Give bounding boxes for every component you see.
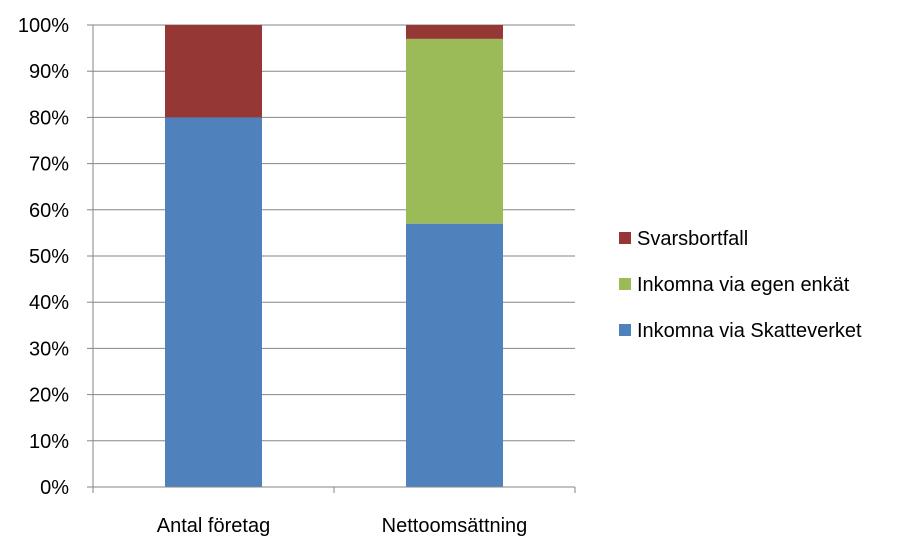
- y-tick-label: 0%: [40, 477, 69, 499]
- y-tick-label: 100%: [18, 15, 69, 37]
- y-tick-label: 80%: [29, 107, 69, 129]
- y-tick-label: 30%: [29, 338, 69, 360]
- legend-label: Inkomna via Skatteverket: [637, 320, 862, 342]
- bar-segment: [406, 38, 503, 224]
- y-tick-label: 60%: [29, 200, 69, 222]
- y-tick-label: 50%: [29, 246, 69, 268]
- legend-label: Svarsbortfall: [637, 228, 748, 250]
- bars: [165, 25, 503, 488]
- legend-swatch: [619, 232, 631, 244]
- y-tick-label: 40%: [29, 292, 69, 314]
- legend-swatch: [619, 324, 631, 336]
- bar-segment: [165, 117, 262, 488]
- legend: Svarsbortfall Inkomna via egen enkät Inkom…: [619, 228, 862, 342]
- x-tick-label: Nettoomsättning: [382, 515, 528, 537]
- y-tick-label: 90%: [29, 61, 69, 83]
- legend-swatch: [619, 278, 631, 290]
- bar-segment: [406, 223, 503, 487]
- x-axis-ticks: Antal företag Nettoomsättning: [92, 487, 576, 537]
- bar-segment: [406, 25, 503, 39]
- x-tick-label: Antal företag: [157, 515, 270, 537]
- y-tick-label: 10%: [29, 431, 69, 453]
- bar-segment: [165, 25, 262, 118]
- y-tick-label: 70%: [29, 154, 69, 176]
- legend-label: Inkomna via egen enkät: [637, 274, 850, 296]
- y-axis-ticks: 0% 10% 20% 30% 40% 50% 60% 70% 80% 90% 100%: [18, 15, 93, 499]
- y-tick-label: 20%: [29, 385, 69, 407]
